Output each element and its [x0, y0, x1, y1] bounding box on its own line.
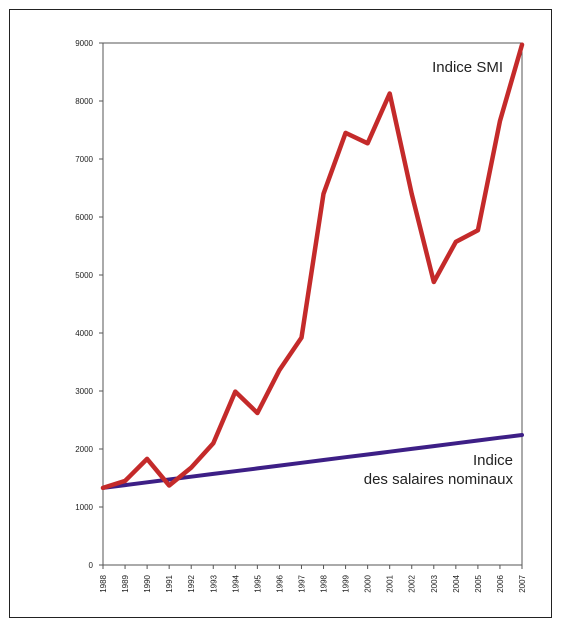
chart-axes	[99, 42, 523, 569]
y-tick-label: 9000	[75, 39, 93, 48]
x-tick-label: 1990	[143, 574, 152, 592]
y-tick-labels: 0 1000 2000 3000 4000 5000 6000 7000 8000 9000	[75, 39, 93, 570]
x-tick-label: 2000	[364, 574, 373, 592]
x-tick-label: 1989	[121, 574, 130, 592]
y-tick-label: 8000	[75, 97, 93, 106]
x-tick-label: 1988	[99, 574, 108, 592]
x-tick-label: 1992	[187, 574, 196, 592]
series-annotations: Indice SMI Indice des salaires nominaux	[364, 59, 514, 488]
series-lines	[100, 42, 525, 491]
x-tick-labels: 1988 1989 1990 1991 1992 1993 1994 1995 1996 1997…	[99, 574, 527, 592]
x-tick-label: 1997	[297, 574, 306, 592]
chart-frame	[9, 9, 552, 618]
annotation-salaires-line2: des salaires nominaux	[364, 471, 514, 488]
annotation-indice-smi: Indice SMI	[432, 59, 503, 76]
x-tick-label: 2006	[496, 574, 505, 592]
x-tick-label: 1991	[165, 574, 174, 592]
x-tick-label: 2002	[408, 574, 417, 592]
y-tick-label: 6000	[75, 213, 93, 222]
y-tick-label: 7000	[75, 155, 93, 164]
series-line-salaires-nominaux	[101, 433, 524, 490]
x-tick-label: 1998	[320, 574, 329, 592]
y-tick-label: 3000	[75, 387, 93, 396]
y-tick-label: 1000	[75, 503, 93, 512]
x-tick-label: 2003	[430, 574, 439, 592]
x-tick-label: 1999	[342, 574, 351, 592]
x-tick-label: 1993	[209, 574, 218, 592]
x-tick-label: 2007	[518, 574, 527, 592]
x-tick-label: 2005	[474, 574, 483, 592]
series-line-indice-smi	[100, 42, 525, 491]
x-tick-label: 2004	[452, 574, 461, 592]
annotation-salaires-line1: Indice	[473, 452, 513, 469]
y-tick-label: 0	[89, 561, 94, 570]
x-tick-label: 1994	[231, 574, 240, 592]
y-tick-label: 5000	[75, 271, 93, 280]
plot-area-border	[102, 42, 523, 566]
x-tick-label: 1996	[275, 574, 284, 592]
x-tick-label: 2001	[386, 574, 395, 592]
y-tick-label: 2000	[75, 445, 93, 454]
y-tick-label: 4000	[75, 329, 93, 338]
x-tick-label: 1995	[253, 574, 262, 592]
